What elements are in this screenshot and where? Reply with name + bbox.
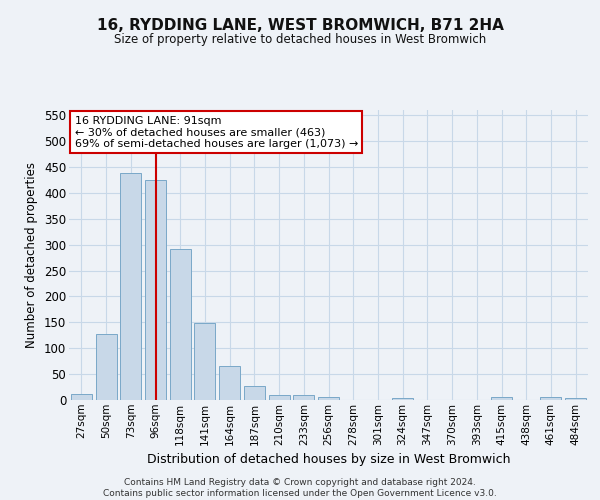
Bar: [392, 398, 413, 400]
Bar: [491, 398, 512, 400]
Bar: [120, 173, 141, 400]
X-axis label: Distribution of detached houses by size in West Bromwich: Distribution of detached houses by size …: [147, 453, 510, 466]
Bar: [565, 398, 586, 400]
Text: 16, RYDDING LANE, WEST BROMWICH, B71 2HA: 16, RYDDING LANE, WEST BROMWICH, B71 2HA: [97, 18, 503, 32]
Text: Size of property relative to detached houses in West Bromwich: Size of property relative to detached ho…: [114, 32, 486, 46]
Bar: [71, 394, 92, 400]
Y-axis label: Number of detached properties: Number of detached properties: [25, 162, 38, 348]
Bar: [219, 366, 240, 400]
Bar: [318, 398, 339, 400]
Bar: [145, 180, 166, 400]
Bar: [244, 386, 265, 400]
Text: 16 RYDDING LANE: 91sqm
← 30% of detached houses are smaller (463)
69% of semi-de: 16 RYDDING LANE: 91sqm ← 30% of detached…: [74, 116, 358, 149]
Text: Contains HM Land Registry data © Crown copyright and database right 2024.
Contai: Contains HM Land Registry data © Crown c…: [103, 478, 497, 498]
Bar: [170, 249, 191, 400]
Bar: [194, 324, 215, 400]
Bar: [269, 395, 290, 400]
Bar: [541, 398, 562, 400]
Bar: [293, 396, 314, 400]
Bar: [95, 334, 116, 400]
